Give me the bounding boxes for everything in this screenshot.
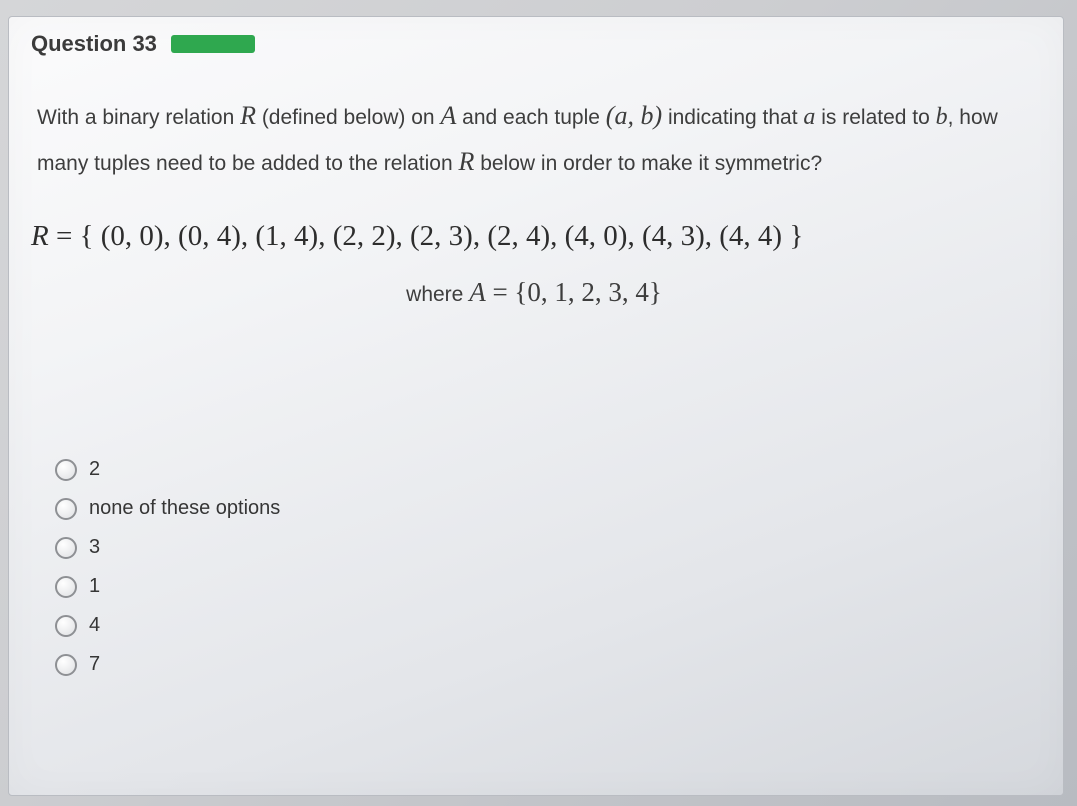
prompt-text: (defined below) on <box>256 106 440 129</box>
radio-icon[interactable] <box>55 459 77 481</box>
page-background: Question 33 With a binary relation R (de… <box>0 0 1077 806</box>
relation-definition: R = { (0, 0), (0, 4), (1, 4), (2, 2), (2… <box>31 220 1031 253</box>
points-tag <box>171 35 255 53</box>
math-eq: = <box>49 220 80 252</box>
where-clause: where A = {0, 1, 2, 3, 4} <box>31 277 1037 308</box>
math-R: R <box>31 220 49 252</box>
math-a: a <box>614 101 627 130</box>
math-R: R <box>458 147 474 176</box>
option-label: 3 <box>89 536 100 559</box>
math-rparen: ) <box>653 101 662 130</box>
option-label: 7 <box>89 653 100 676</box>
math-a: a <box>803 104 815 130</box>
where-label: where <box>406 283 469 306</box>
math-eq: = <box>486 277 515 307</box>
math-comma: , <box>627 101 640 130</box>
where-set: {0, 1, 2, 3, 4} <box>514 277 661 307</box>
question-header: Question 33 <box>31 31 1037 57</box>
relation-set: { (0, 0), (0, 4), (1, 4), (2, 2), (2, 3)… <box>80 220 804 252</box>
prompt-text: below in order to make it symmetric? <box>474 152 822 175</box>
option-label: 2 <box>89 458 100 481</box>
prompt-text: is related to <box>815 106 935 129</box>
radio-icon[interactable] <box>55 498 77 520</box>
math-b: b <box>936 104 948 130</box>
math-A: A <box>440 101 456 130</box>
option-row[interactable]: 1 <box>55 575 1037 598</box>
option-row[interactable]: 2 <box>55 458 1037 481</box>
option-label: 1 <box>89 575 100 598</box>
option-label: 4 <box>89 614 100 637</box>
answer-options: 2 none of these options 3 1 4 7 <box>55 458 1037 676</box>
prompt-text: With a binary relation <box>37 106 240 129</box>
option-row[interactable]: 3 <box>55 536 1037 559</box>
question-card: Question 33 With a binary relation R (de… <box>8 16 1064 796</box>
radio-icon[interactable] <box>55 654 77 676</box>
prompt-text: indicating that <box>662 106 803 129</box>
math-b: b <box>640 101 653 130</box>
math-A: A <box>469 277 486 307</box>
option-row[interactable]: 7 <box>55 653 1037 676</box>
radio-icon[interactable] <box>55 537 77 559</box>
radio-icon[interactable] <box>55 615 77 637</box>
radio-icon[interactable] <box>55 576 77 598</box>
question-number: Question 33 <box>31 31 157 57</box>
question-prompt: With a binary relation R (defined below)… <box>37 93 1031 184</box>
math-R: R <box>240 101 256 130</box>
prompt-text: and each tuple <box>456 106 605 129</box>
option-row[interactable]: 4 <box>55 614 1037 637</box>
option-label: none of these options <box>89 497 280 520</box>
option-row[interactable]: none of these options <box>55 497 1037 520</box>
